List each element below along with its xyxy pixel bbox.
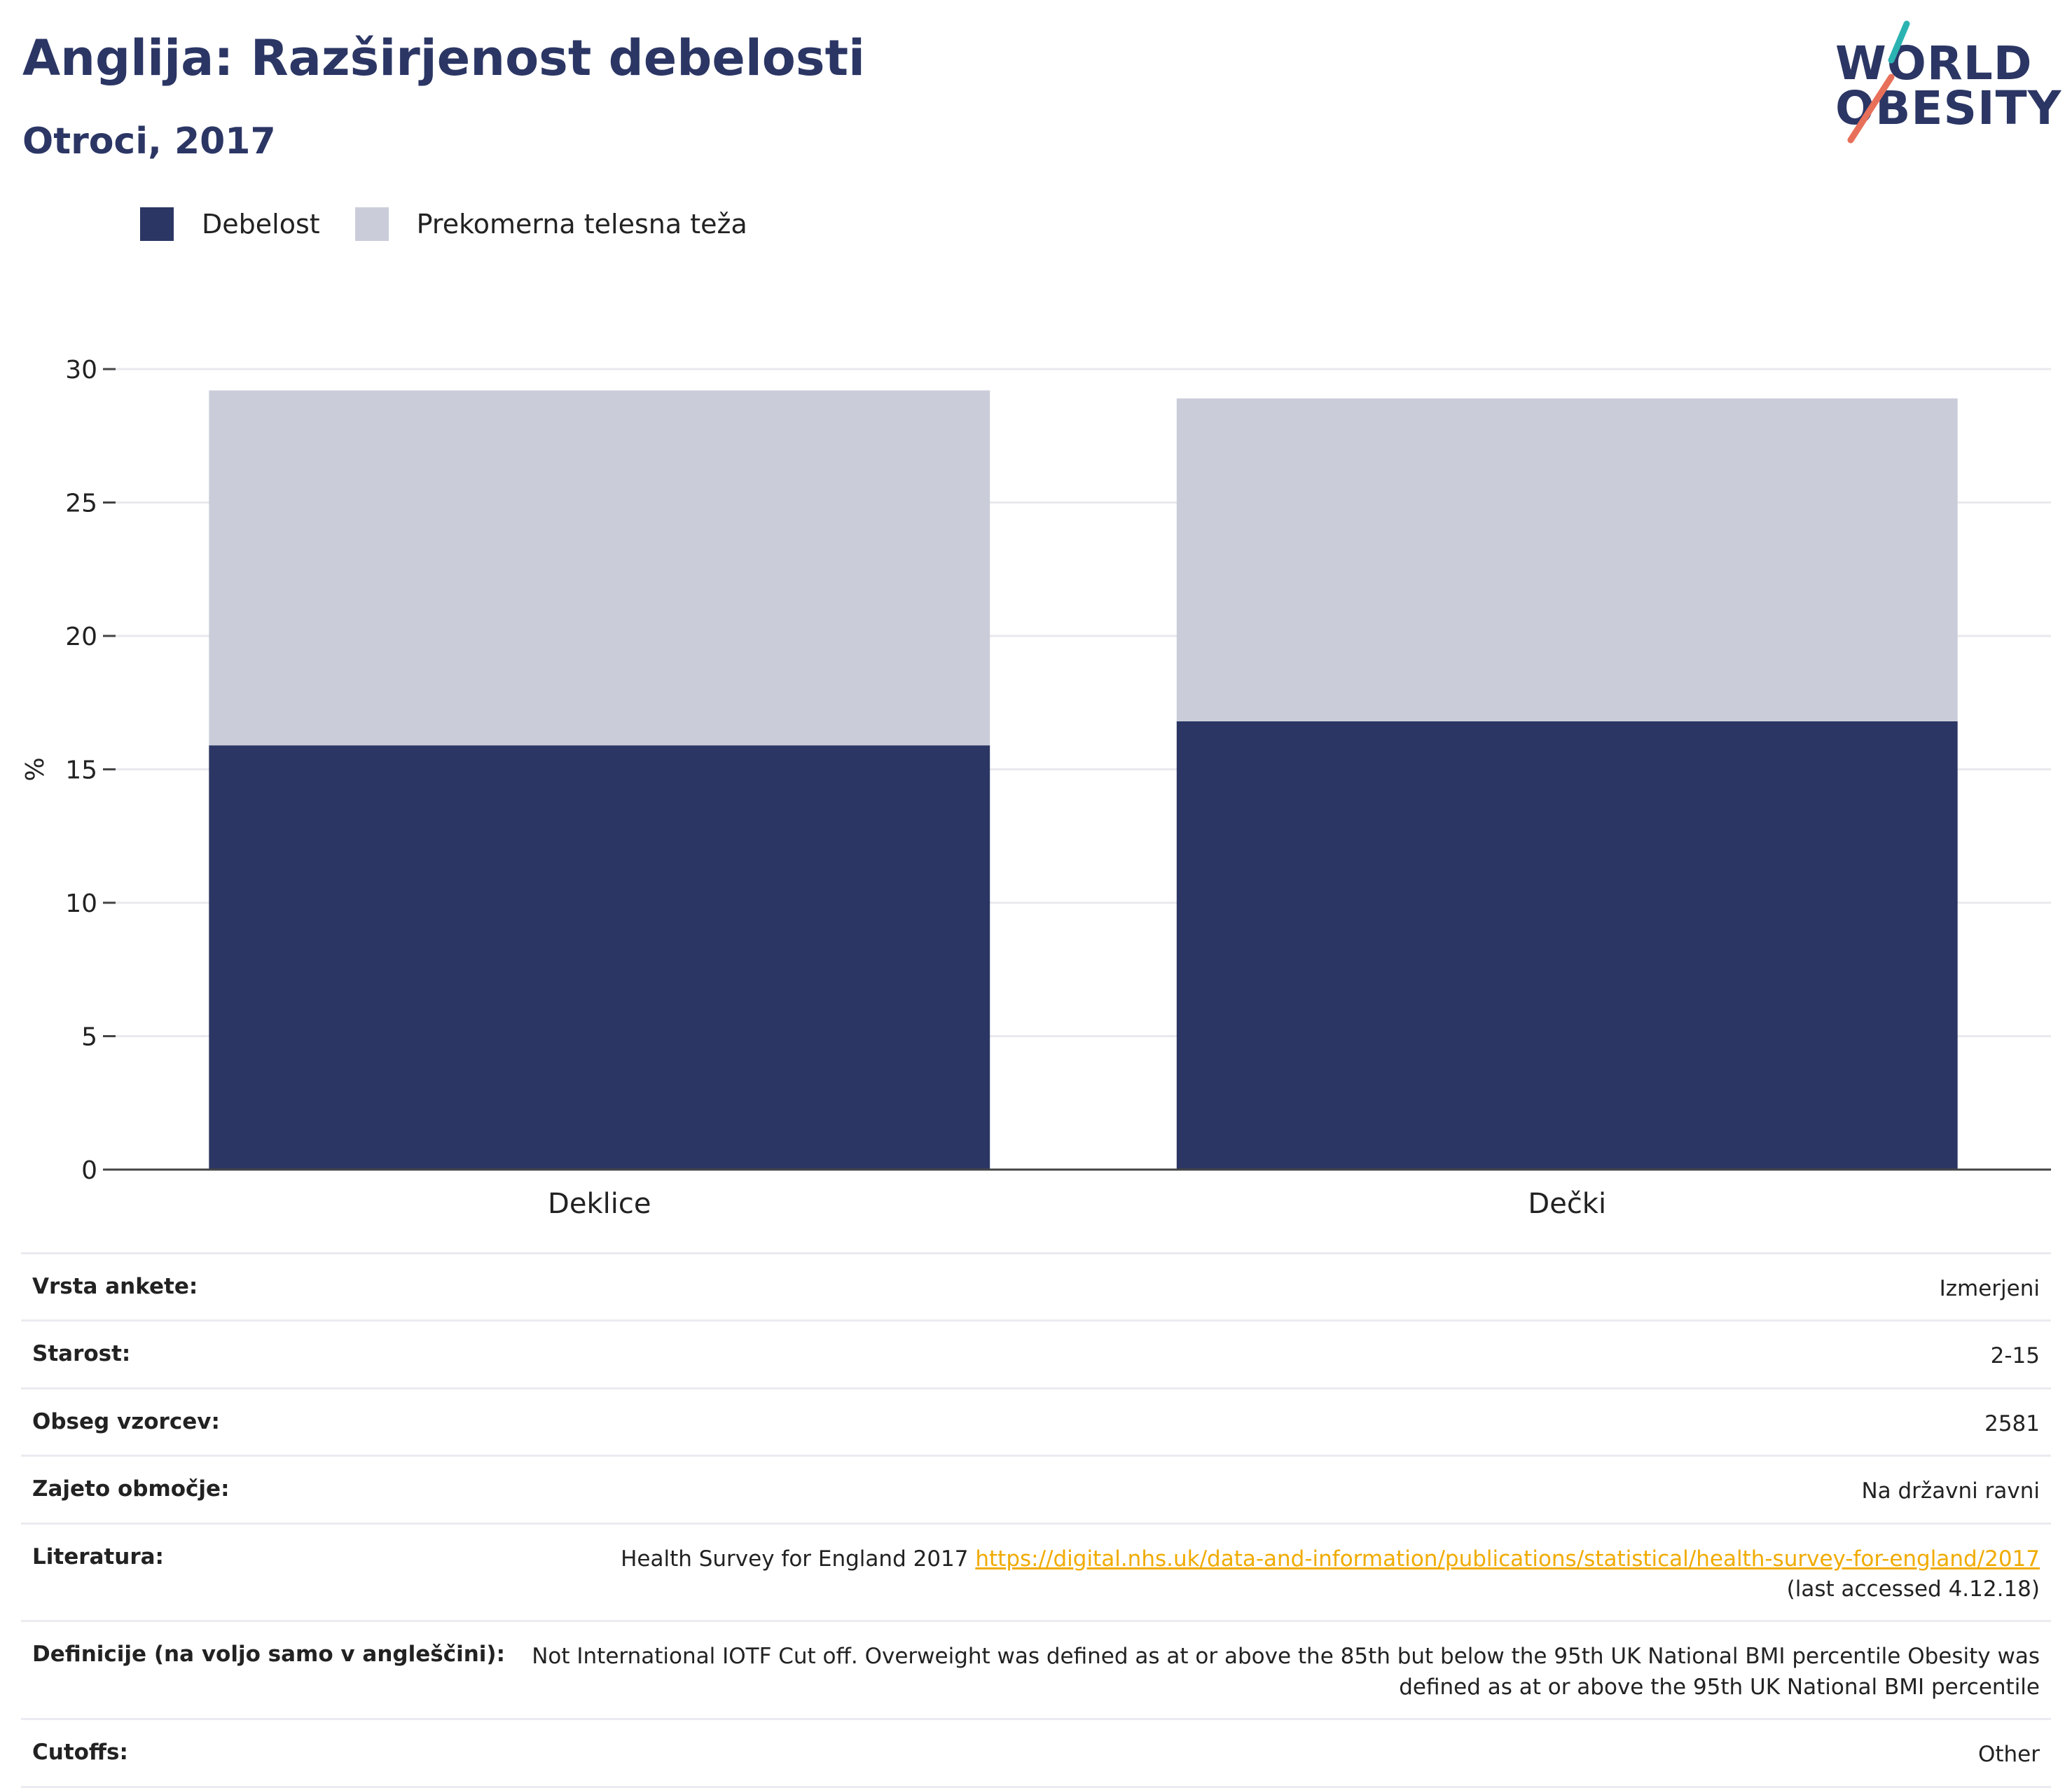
details-value: Izmerjeni bbox=[1939, 1276, 2040, 1301]
legend-label-debelost: Debelost bbox=[202, 209, 320, 240]
bar-prekomerna-0 bbox=[209, 390, 990, 746]
legend-item-prekomerna: Prekomerna telesna teža bbox=[354, 207, 747, 241]
details-key: Cutoffs: bbox=[32, 1740, 128, 1766]
logo-slash-icon bbox=[1847, 20, 1910, 144]
y-axis-label: % bbox=[21, 757, 50, 781]
details-value: Not International IOTF Cut off. Overweig… bbox=[532, 1644, 2040, 1700]
details-row-area: Zajeto območje: Na državni ravni bbox=[21, 1455, 2051, 1522]
legend-swatch-prekomerna bbox=[354, 207, 389, 241]
chart-legend: Debelost Prekomerna telesna teža bbox=[140, 207, 782, 241]
reference-link[interactable]: https://digital.nhs.uk/data-and-informat… bbox=[975, 1546, 2040, 1572]
x-category-label: Dečki bbox=[1528, 1188, 1606, 1219]
details-value-references: Health Survey for England 2017 https://d… bbox=[621, 1544, 2040, 1605]
bar-debelost-0 bbox=[209, 745, 990, 1170]
y-tick-label: 30 bbox=[65, 356, 97, 384]
details-value: Other bbox=[1977, 1742, 2040, 1768]
legend-label-prekomerna: Prekomerna telesna teža bbox=[416, 209, 747, 240]
details-table: Vrsta ankete: Izmerjeni Starost: 2-15 Ob… bbox=[21, 1252, 2051, 1788]
reference-note: (last accessed 4.12.18) bbox=[1786, 1576, 2040, 1602]
details-key: Vrsta ankete: bbox=[32, 1274, 198, 1299]
chart-title: Anglija: Razširjenost debelosti bbox=[22, 29, 866, 87]
y-tick-label: 25 bbox=[65, 490, 97, 518]
details-value: Na državni ravni bbox=[1861, 1478, 2040, 1504]
details-value: 2-15 bbox=[1990, 1343, 2040, 1369]
bar-debelost-1 bbox=[1176, 721, 1958, 1170]
chart-subtitle: Otroci, 2017 bbox=[22, 120, 276, 162]
details-key: Starost: bbox=[32, 1341, 131, 1367]
details-key: Definicije (na voljo samo v angleščini): bbox=[32, 1642, 505, 1668]
details-value: 2581 bbox=[1984, 1411, 2040, 1436]
legend-item-debelost: Debelost bbox=[140, 207, 320, 241]
y-tick-label: 10 bbox=[65, 889, 97, 918]
details-key: Zajeto območje: bbox=[32, 1476, 230, 1502]
y-tick-label: 0 bbox=[81, 1156, 97, 1185]
details-row-references: Literatura: Health Survey for England 20… bbox=[21, 1522, 2051, 1621]
legend-swatch-debelost bbox=[140, 207, 174, 241]
y-tick-label: 5 bbox=[81, 1023, 97, 1052]
details-key: Obseg vzorcev: bbox=[32, 1408, 220, 1434]
details-row-age: Starost: 2-15 bbox=[21, 1319, 2051, 1387]
details-row-definitions: Definicije (na voljo samo v angleščini):… bbox=[21, 1620, 2051, 1718]
x-category-label: Deklice bbox=[548, 1188, 651, 1219]
reference-text: Health Survey for England 2017 bbox=[621, 1546, 969, 1572]
logo-line-world: WORLD bbox=[1835, 36, 2033, 90]
details-row-survey-type: Vrsta ankete: Izmerjeni bbox=[21, 1252, 2051, 1319]
bar-prekomerna-1 bbox=[1176, 398, 1958, 721]
y-tick-label: 15 bbox=[65, 756, 97, 785]
details-row-sample-size: Obseg vzorcev: 2581 bbox=[21, 1387, 2051, 1455]
world-obesity-logo: WORLD OBESITY bbox=[1821, 20, 2061, 146]
y-tick-label: 20 bbox=[65, 623, 97, 651]
stacked-bar-chart: 0 5 10 15 20 25 30% Deklice Dečki bbox=[21, 356, 2051, 1219]
details-key: Literatura: bbox=[32, 1544, 164, 1569]
